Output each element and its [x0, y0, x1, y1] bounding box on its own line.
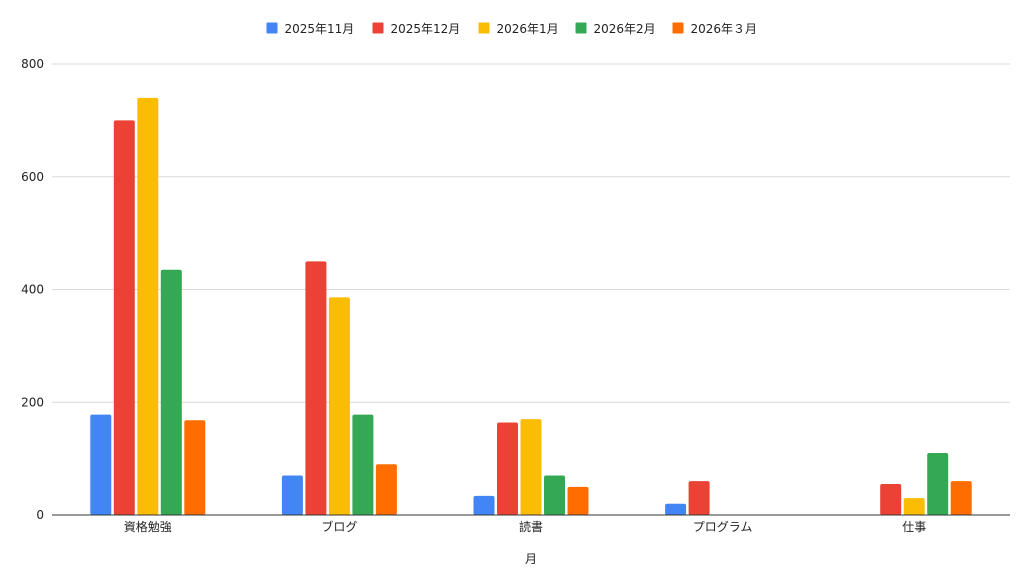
bar	[113, 120, 135, 515]
bar	[473, 495, 495, 515]
legend-label: 2025年11月	[285, 22, 355, 36]
x-category-label: 仕事	[902, 520, 926, 534]
legend: 2025年11月 2025年12月 2026年1月 2026年2月 2026年３月	[266, 22, 758, 36]
x-axis-title: 月	[525, 552, 537, 566]
x-category-label: プログラム	[693, 520, 753, 534]
gridlines	[52, 63, 1010, 403]
bar	[567, 486, 589, 515]
bar	[184, 420, 206, 515]
legend-item: 2025年11月	[266, 22, 355, 36]
legend-label: 2026年2月	[594, 22, 656, 36]
legend-item: 2025年12月	[372, 22, 461, 36]
y-tick-label: 200	[21, 395, 44, 409]
legend-label: 2026年1月	[497, 22, 559, 36]
legend-swatch	[478, 22, 490, 34]
y-tick-label: 0	[36, 508, 44, 522]
x-axis-categories: 資格勉強 ブログ 読書 プログラム 仕事	[124, 519, 926, 534]
bar	[352, 414, 374, 515]
bar	[950, 481, 972, 515]
bar	[137, 97, 159, 515]
legend-swatch	[672, 22, 684, 34]
bar	[281, 475, 303, 515]
bar	[880, 483, 902, 515]
x-category-label: ブログ	[321, 519, 357, 534]
bar	[520, 419, 542, 515]
bar	[544, 475, 565, 515]
legend-item: 2026年1月	[478, 22, 559, 36]
legend-label: 2026年３月	[691, 22, 758, 36]
x-category-label: 資格勉強	[124, 519, 172, 534]
legend-label: 2025年12月	[391, 22, 461, 36]
y-tick-label: 400	[21, 283, 44, 297]
bar	[90, 414, 112, 515]
bar	[305, 261, 327, 515]
bar	[375, 464, 397, 515]
bars	[90, 97, 972, 515]
x-category-label: 読書	[519, 519, 543, 534]
legend-item: 2026年2月	[575, 22, 656, 36]
bar	[160, 269, 182, 515]
bar	[328, 297, 350, 515]
bar	[497, 422, 518, 515]
y-tick-label: 800	[21, 57, 44, 71]
legend-swatch	[575, 22, 587, 34]
y-tick-label: 600	[21, 170, 44, 184]
bar	[688, 481, 710, 515]
bar	[665, 503, 687, 515]
legend-item: 2026年３月	[672, 22, 758, 36]
bar	[927, 452, 949, 515]
y-axis-ticks: 0 200 400 600 800	[21, 57, 44, 522]
bar	[903, 498, 925, 515]
legend-swatch	[266, 22, 278, 34]
legend-swatch	[372, 22, 384, 34]
